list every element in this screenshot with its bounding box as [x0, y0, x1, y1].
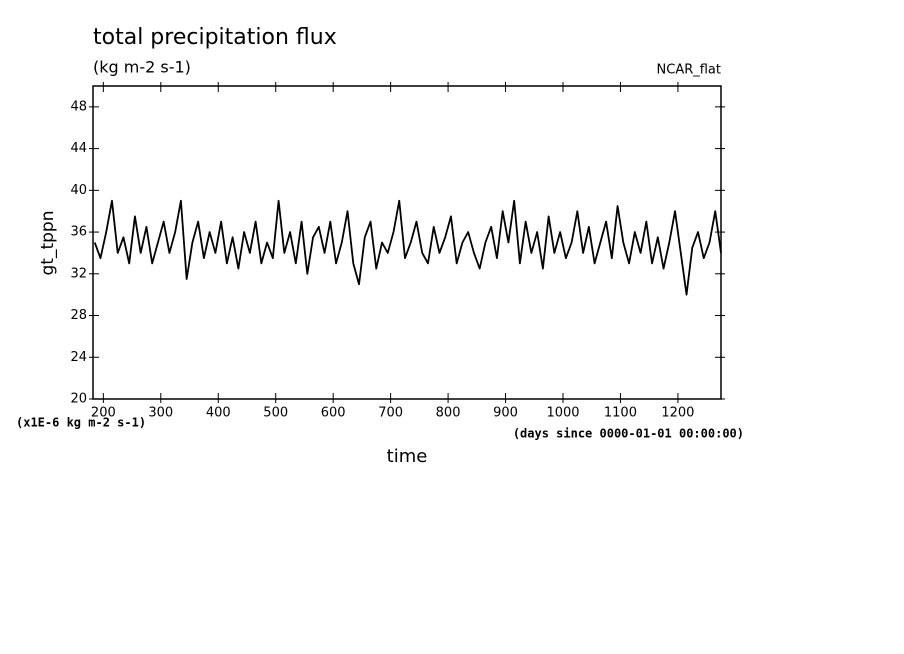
- y-tick-label: 24: [70, 350, 87, 365]
- y-tick-label: 44: [70, 141, 87, 156]
- x-tick-label: 800: [436, 406, 461, 421]
- x-tick-label: 700: [378, 406, 403, 421]
- x-axis-label: time: [387, 446, 428, 467]
- annotation: NCAR_flat: [657, 63, 721, 78]
- x-tick-label: 600: [321, 406, 346, 421]
- y-tick-label: 32: [70, 266, 87, 281]
- x-tick-label: 1000: [546, 406, 579, 421]
- x-tick-label: 1200: [661, 406, 694, 421]
- y-unit: (x1E-6 kg m-2 s-1): [16, 416, 146, 430]
- chart-subtitle: (kg m-2 s-1): [93, 58, 191, 77]
- y-tick-label: 28: [70, 308, 87, 323]
- x-tick-label: 400: [206, 406, 231, 421]
- y-axis-label: gt_tppn: [38, 211, 58, 276]
- y-tick-label: 36: [70, 225, 87, 240]
- x-tick-label: 900: [493, 406, 518, 421]
- chart-title: total precipitation flux: [93, 25, 337, 50]
- y-tick-label: 40: [70, 183, 87, 198]
- x-tick-label: 1100: [604, 406, 637, 421]
- x-tick-label: 500: [263, 406, 288, 421]
- x-tick-label: 200: [91, 406, 116, 421]
- y-tick-label: 48: [70, 99, 87, 114]
- x-tick-label: 300: [148, 406, 173, 421]
- x-unit: (days since 0000-01-01 00:00:00): [513, 427, 744, 441]
- data-line: [93, 199, 722, 296]
- plot-frame: [92, 85, 722, 400]
- y-tick-label: 20: [70, 392, 87, 407]
